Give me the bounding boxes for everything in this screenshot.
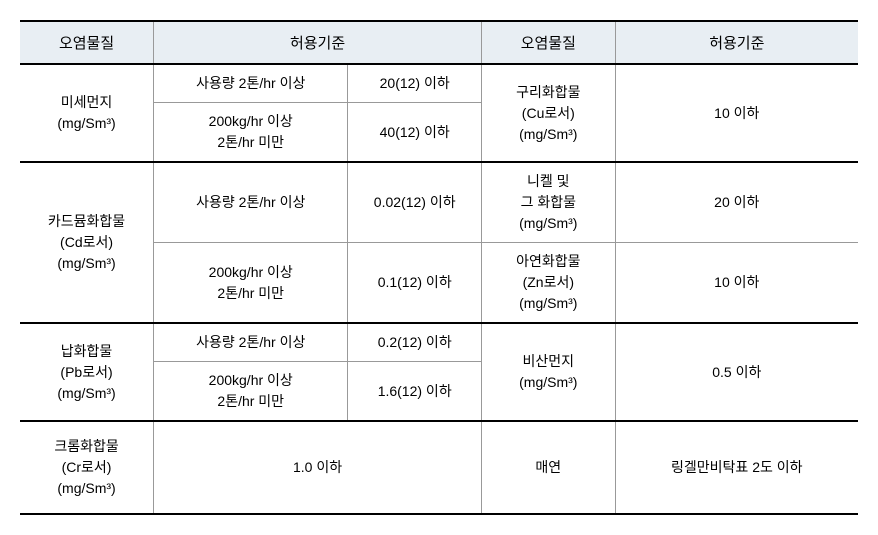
cell-value: 10 이하: [615, 243, 858, 324]
header-pollutant1: 오염물질: [20, 21, 154, 64]
cell-value: 0.5 이하: [615, 323, 858, 421]
header-limit1: 허용기준: [154, 21, 482, 64]
table-row: 카드뮴화합물(Cd로서)(mg/Sm³) 사용량 2톤/hr 이상 0.02(1…: [20, 162, 858, 243]
cell-value: 20 이하: [615, 162, 858, 243]
cell-pollutant: 미세먼지(mg/Sm³): [20, 64, 154, 162]
cell-value: 0.02(12) 이하: [348, 162, 482, 243]
table-container: 오염물질 허용기준 오염물질 허용기준 미세먼지(mg/Sm³) 사용량 2톤/…: [20, 20, 858, 515]
cell-pollutant: 비산먼지(mg/Sm³): [482, 323, 616, 421]
cell-pollutant: 카드뮴화합물(Cd로서)(mg/Sm³): [20, 162, 154, 323]
cell-condition: 사용량 2톤/hr 이상: [154, 162, 348, 243]
cell-value: 0.1(12) 이하: [348, 243, 482, 324]
cell-pollutant: 구리화합물(Cu로서)(mg/Sm³): [482, 64, 616, 162]
cell-condition: 사용량 2톤/hr 이상: [154, 323, 348, 362]
cell-condition: 사용량 2톤/hr 이상: [154, 64, 348, 103]
cell-value: 20(12) 이하: [348, 64, 482, 103]
cell-pollutant: 크롬화합물(Cr로서)(mg/Sm³): [20, 421, 154, 514]
cell-pollutant: 니켈 및그 화합물(mg/Sm³): [482, 162, 616, 243]
header-row: 오염물질 허용기준 오염물질 허용기준: [20, 21, 858, 64]
cell-pollutant: 아연화합물(Zn로서)(mg/Sm³): [482, 243, 616, 324]
cell-value: 40(12) 이하: [348, 103, 482, 163]
table-row: 납화합물(Pb로서)(mg/Sm³) 사용량 2톤/hr 이상 0.2(12) …: [20, 323, 858, 362]
cell-value: 링겔만비탁표 2도 이하: [615, 421, 858, 514]
table-row: 크롬화합물(Cr로서)(mg/Sm³) 1.0 이하 매연 링겔만비탁표 2도 …: [20, 421, 858, 514]
cell-pollutant: 납화합물(Pb로서)(mg/Sm³): [20, 323, 154, 421]
cell-condition: 200kg/hr 이상2톤/hr 미만: [154, 103, 348, 163]
cell-pollutant: 매연: [482, 421, 616, 514]
cell-value: 10 이하: [615, 64, 858, 162]
table-row: 미세먼지(mg/Sm³) 사용량 2톤/hr 이상 20(12) 이하 구리화합…: [20, 64, 858, 103]
header-limit2: 허용기준: [615, 21, 858, 64]
cell-condition: 200kg/hr 이상2톤/hr 미만: [154, 362, 348, 422]
cell-condition: 200kg/hr 이상2톤/hr 미만: [154, 243, 348, 324]
header-pollutant2: 오염물질: [482, 21, 616, 64]
cell-value: 1.0 이하: [154, 421, 482, 514]
cell-value: 0.2(12) 이하: [348, 323, 482, 362]
cell-value: 1.6(12) 이하: [348, 362, 482, 422]
pollutant-table: 오염물질 허용기준 오염물질 허용기준 미세먼지(mg/Sm³) 사용량 2톤/…: [20, 20, 858, 515]
